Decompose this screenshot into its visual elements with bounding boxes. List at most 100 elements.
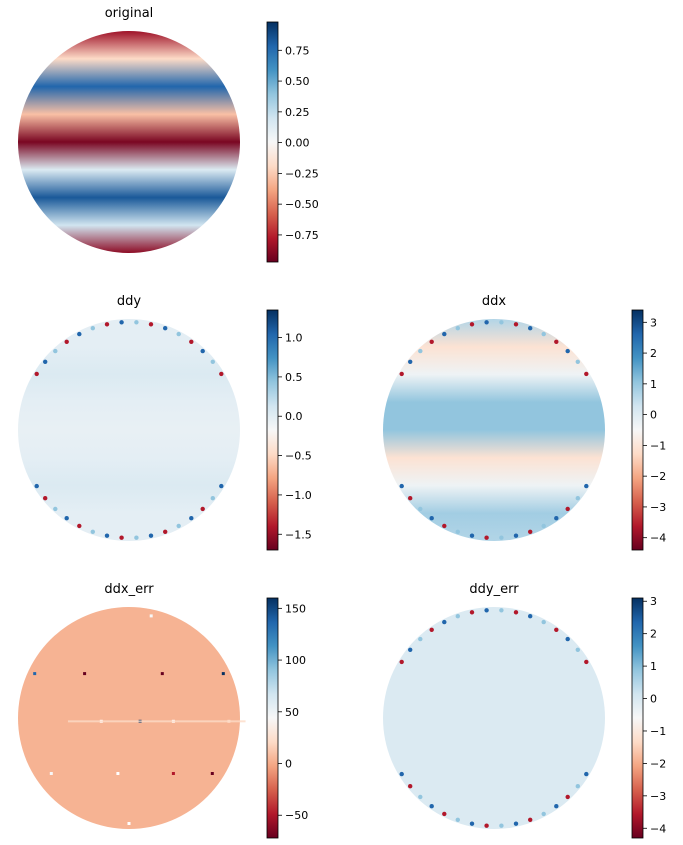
colorbar-tick-label: 0.75 xyxy=(285,44,310,57)
rim-artifact xyxy=(513,821,519,826)
rim-artifact xyxy=(528,614,533,619)
rim-artifact xyxy=(219,483,224,489)
rim-artifact xyxy=(541,619,546,625)
colorbar-tick-label: 50 xyxy=(285,706,299,719)
outlier-speck xyxy=(171,772,175,775)
rim-artifact xyxy=(43,496,48,501)
rim-artifact xyxy=(575,784,580,789)
rim-artifact xyxy=(210,359,215,364)
rim-artifact xyxy=(418,348,423,354)
rim-artifact xyxy=(554,627,559,632)
rim-artifact xyxy=(399,371,404,377)
colorbar-tick-label: 2 xyxy=(650,347,657,360)
rim-artifact xyxy=(484,535,489,540)
rim-artifact xyxy=(189,339,194,344)
colorbar-tick-label: −1.5 xyxy=(285,528,312,541)
rim-artifact xyxy=(455,817,460,822)
outlier-speck xyxy=(83,672,87,676)
rim-artifact xyxy=(34,371,39,377)
rim-artifact xyxy=(189,516,194,521)
rim-artifact xyxy=(455,614,460,619)
rim-artifact xyxy=(513,533,519,538)
outlier-speck xyxy=(221,672,225,676)
colorbar-tick-label: −0.5 xyxy=(285,450,312,463)
rim-artifact xyxy=(499,535,504,540)
rim-artifact xyxy=(53,506,58,512)
rim-artifact xyxy=(64,516,69,521)
colorbar-tick-label: 0.50 xyxy=(285,75,310,88)
rim-artifact xyxy=(469,610,475,615)
rim-artifact xyxy=(399,771,404,777)
rim-artifact xyxy=(200,348,205,354)
rim-artifact xyxy=(584,771,589,777)
rim-artifact xyxy=(77,331,82,337)
colorbar-ddx: 3 2 1 0 −1 −2 −3 −4 xyxy=(631,309,666,551)
colorbar-tick-label: −2 xyxy=(650,470,666,483)
rim-artifact xyxy=(200,506,205,512)
rim-artifact xyxy=(469,533,475,538)
rim-artifact xyxy=(455,529,460,534)
colorbar-tick-label: −1.0 xyxy=(285,489,312,502)
heatmap-disk-original xyxy=(18,31,240,253)
rim-artifact xyxy=(134,320,139,325)
rim-artifact xyxy=(408,496,413,501)
rim-artifact xyxy=(53,348,58,354)
outlier-speck xyxy=(116,772,120,775)
colorbar-gradient xyxy=(631,597,644,839)
rim-artifact xyxy=(442,331,447,337)
colorbar-tick-label: 3 xyxy=(650,316,657,329)
rim-artifact xyxy=(399,659,404,665)
rim-artifact xyxy=(575,496,580,501)
panel-ddx: ddx 3 2 1 0 −1 −2 −3 −4 xyxy=(383,294,666,551)
rim-artifact xyxy=(119,320,124,325)
panel-title-original: original xyxy=(105,6,154,21)
rim-artifact xyxy=(528,326,533,331)
colorbar-tick-label: 100 xyxy=(285,654,306,667)
rim-artifact xyxy=(484,823,489,828)
colorbar-tick-label: 2 xyxy=(650,628,657,641)
rim-artifact xyxy=(429,339,434,344)
colorbar-tick-label: 0.25 xyxy=(285,106,310,119)
colorbar-tick-label: −50 xyxy=(285,809,308,822)
rim-artifact xyxy=(484,320,489,325)
colorbar-tick-label: 0.00 xyxy=(285,137,310,150)
colorbar-tick-label: −0.25 xyxy=(285,167,319,180)
colorbar-tick-label: −2 xyxy=(650,757,666,770)
rim-artifact xyxy=(418,794,423,800)
panel-title-ddy: ddy xyxy=(117,294,142,309)
rim-artifact xyxy=(455,326,460,331)
rim-artifact xyxy=(148,322,154,327)
rim-artifact xyxy=(541,523,546,529)
rim-artifact xyxy=(513,322,519,327)
rim-artifact xyxy=(77,523,82,529)
rim-artifact xyxy=(418,636,423,642)
rim-artifact xyxy=(565,794,570,800)
rim-artifact xyxy=(163,529,168,534)
rim-artifact xyxy=(90,326,96,331)
colorbar-tick-label: −3 xyxy=(650,790,666,803)
rim-artifact xyxy=(513,610,519,615)
heatmap-disk-ddx xyxy=(383,319,605,541)
rim-artifact xyxy=(442,619,447,625)
rim-artifact xyxy=(554,339,559,344)
rim-artifact xyxy=(528,817,533,822)
colorbar-gradient xyxy=(266,309,279,551)
colorbar-tick-label: 0 xyxy=(285,758,292,771)
colorbar-gradient xyxy=(266,21,279,263)
outlier-speck xyxy=(160,672,164,676)
error-streak xyxy=(67,720,246,723)
rim-artifact xyxy=(541,331,546,337)
rim-artifact xyxy=(554,516,559,521)
colorbar-tick-label: −4 xyxy=(650,532,666,545)
rim-artifact xyxy=(408,359,413,364)
colorbar-tick-label: −1 xyxy=(650,725,666,738)
outlier-speck xyxy=(127,822,131,825)
rim-artifact xyxy=(418,506,423,512)
rim-artifact xyxy=(528,529,533,534)
rim-artifact xyxy=(34,483,39,489)
rim-artifact xyxy=(565,348,570,354)
rim-artifact xyxy=(575,647,580,652)
rim-artifact xyxy=(565,636,570,642)
colorbar-tick-label: 0 xyxy=(650,693,657,706)
rim-artifact xyxy=(429,516,434,521)
